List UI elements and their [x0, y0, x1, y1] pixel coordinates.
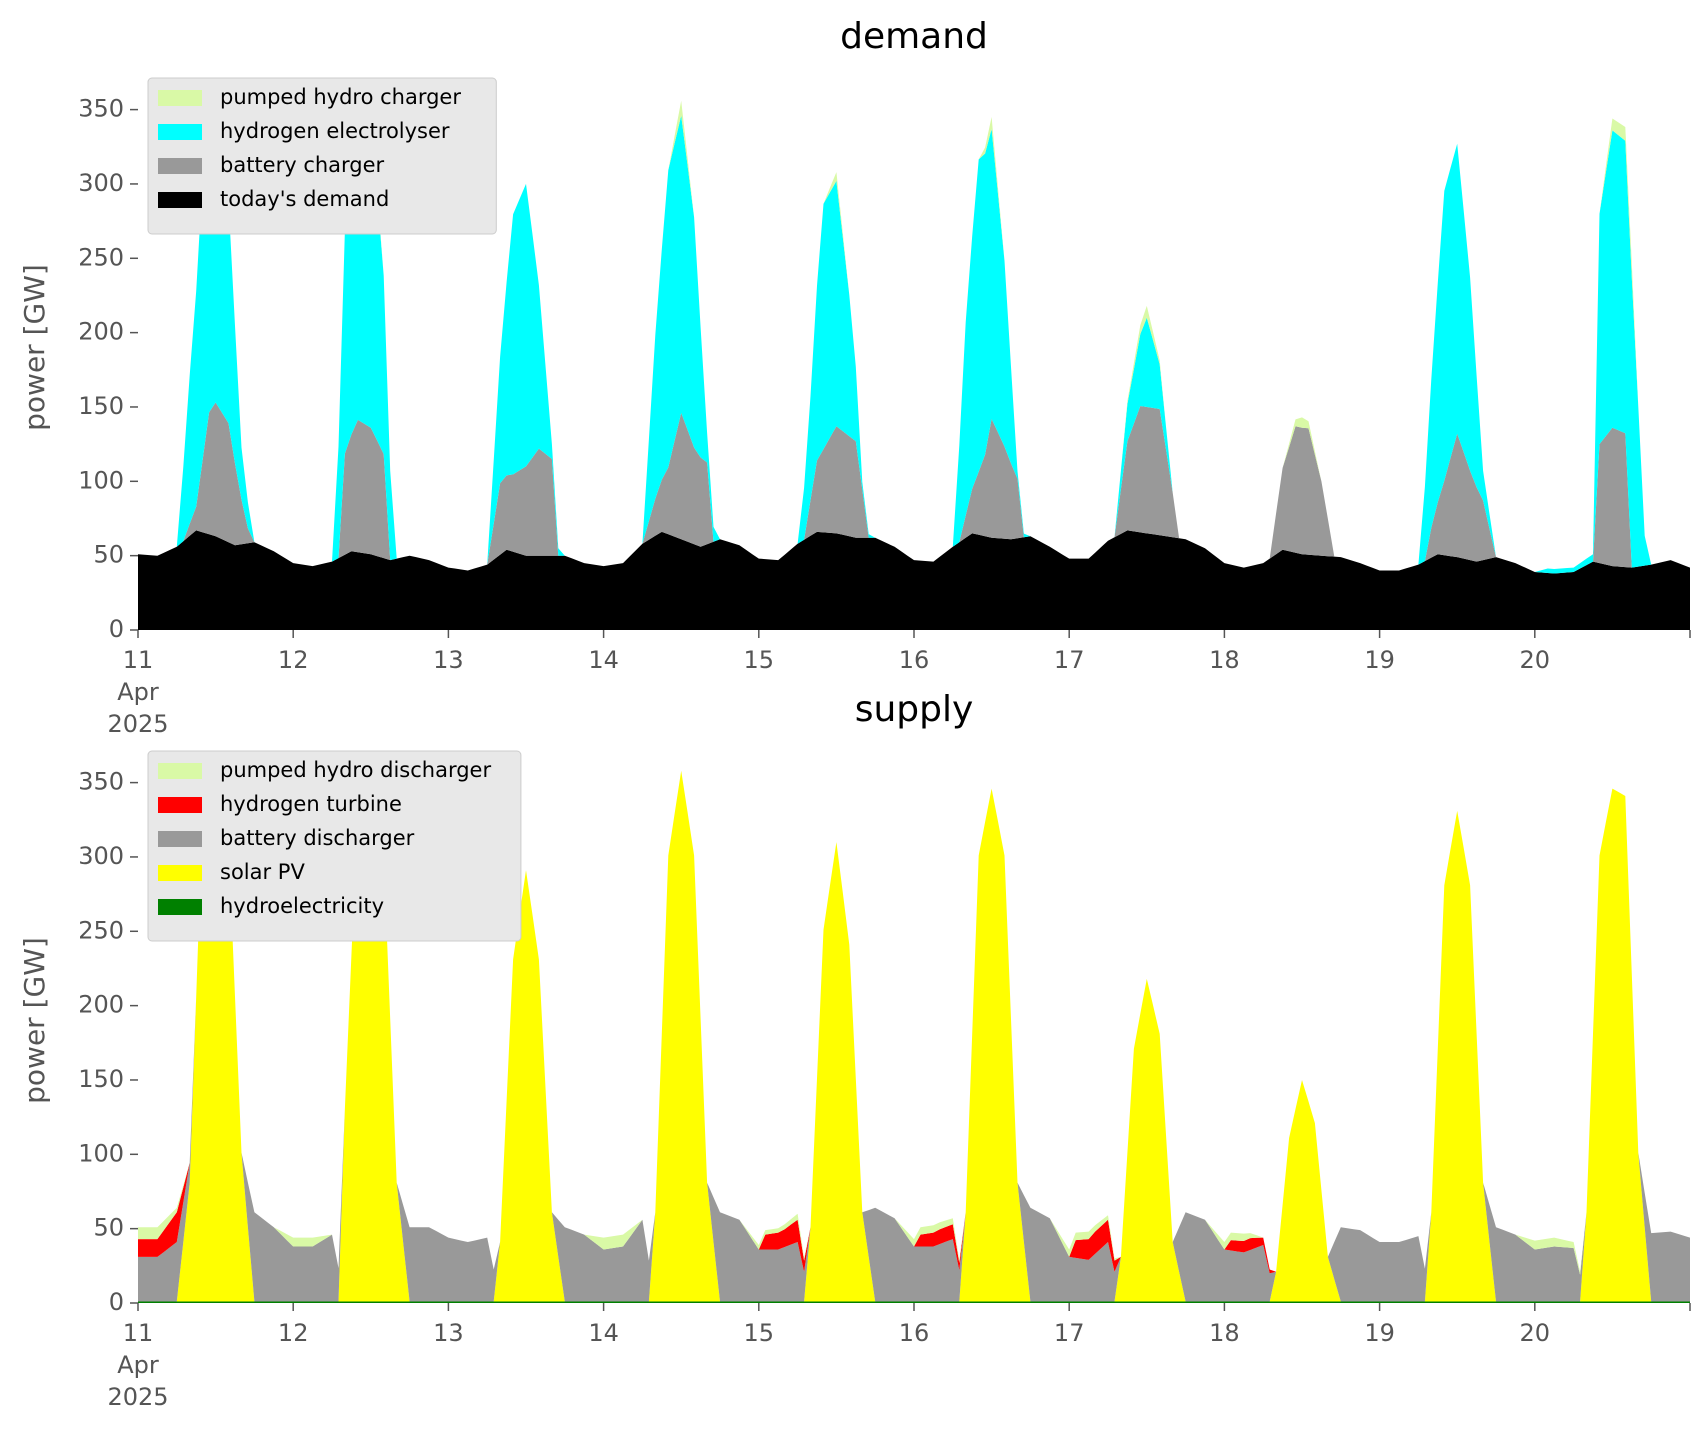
- x-tick-label: 17: [1054, 646, 1085, 674]
- y-tick-label: 150: [78, 1065, 124, 1093]
- legend-swatch-battery-charger: [158, 158, 202, 174]
- y-tick-label: 0: [109, 1288, 124, 1316]
- legend-label-today-s-demand: today's demand: [220, 187, 389, 211]
- x-tick-sublabel: Apr: [117, 678, 159, 706]
- x-axis: 11 12 13 14 15 16 17 18 19 20 Apr 2025: [107, 630, 1691, 738]
- y-tick-label: 350: [78, 95, 124, 123]
- y-tick-label: 300: [78, 842, 124, 870]
- y-tick-label: 200: [78, 318, 124, 346]
- legend-swatch-pumped-hydro-discharger: [158, 763, 202, 779]
- legend-swatch-today-s-demand: [158, 192, 202, 208]
- x-tick-label: 14: [588, 1319, 619, 1347]
- y-axis-label: power [GW]: [18, 264, 51, 431]
- x-tick-sublabel: 2025: [107, 1383, 168, 1411]
- x-tick-label: 19: [1364, 646, 1395, 674]
- x-tick-label: 20: [1520, 1319, 1551, 1347]
- y-axis: 0 50 100 150 200 250 300 350: [78, 95, 138, 643]
- legend-swatch-battery-discharger: [158, 831, 202, 847]
- legend-label-battery-charger: battery charger: [220, 153, 385, 177]
- x-tick-label: 12: [278, 1319, 309, 1347]
- legend-label-hydroelectricity: hydroelectricity: [220, 894, 384, 918]
- y-tick-label: 350: [78, 768, 124, 796]
- x-tick-label: 19: [1364, 1319, 1395, 1347]
- x-tick-label: 16: [899, 1319, 930, 1347]
- y-axis-label: power [GW]: [18, 937, 51, 1104]
- x-tick-label: 16: [899, 646, 930, 674]
- y-tick-label: 250: [78, 916, 124, 944]
- chart-title: demand: [840, 16, 988, 57]
- y-tick-label: 150: [78, 392, 124, 420]
- series-hydroelectricity-area: [138, 1301, 1690, 1303]
- x-tick-label: 12: [278, 646, 309, 674]
- legend-frame: [147, 750, 522, 942]
- y-tick-label: 200: [78, 991, 124, 1019]
- x-tick-label: 18: [1209, 646, 1240, 674]
- legend-label-battery-discharger: battery discharger: [220, 826, 415, 850]
- x-axis: 11 12 13 14 15 16 17 18 19 20 Apr 2025: [107, 1303, 1691, 1411]
- x-tick-label: 17: [1054, 1319, 1085, 1347]
- legend-swatch-hydroelectricity: [158, 899, 202, 915]
- y-tick-label: 50: [93, 1214, 124, 1242]
- series-battery-charger-area: [138, 402, 1690, 574]
- x-tick-label: 13: [433, 1319, 464, 1347]
- legend-label-hydrogen-electrolyser: hydrogen electrolyser: [220, 119, 450, 143]
- legend-swatch-solar-pv: [158, 865, 202, 881]
- legend-swatch-hydrogen-turbine: [158, 797, 202, 813]
- legend-label-pumped-hydro-charger: pumped hydro charger: [220, 85, 461, 109]
- y-tick-label: 300: [78, 169, 124, 197]
- legend-swatch-hydrogen-electrolyser: [158, 124, 202, 140]
- x-tick-label: 18: [1209, 1319, 1240, 1347]
- legend: pumped hydro discharger hydrogen turbine b…: [147, 750, 522, 942]
- legend-label-solar-pv: solar PV: [220, 860, 305, 884]
- x-tick-label: 15: [744, 1319, 775, 1347]
- legend-label-pumped-hydro-discharger: pumped hydro discharger: [220, 758, 491, 782]
- x-tick-sublabel: Apr: [117, 1351, 159, 1379]
- y-axis: 0 50 100 150 200 250 300 350: [78, 768, 138, 1316]
- x-tick-label: 11: [123, 1319, 154, 1347]
- legend-frame: [147, 77, 497, 235]
- chart-title: supply: [855, 689, 974, 730]
- y-tick-label: 0: [109, 615, 124, 643]
- legend-label-hydrogen-turbine: hydrogen turbine: [220, 792, 402, 816]
- y-tick-label: 50: [93, 541, 124, 569]
- x-tick-label: 15: [744, 646, 775, 674]
- series-today-s-demand-area: [138, 530, 1690, 630]
- y-tick-label: 100: [78, 1139, 124, 1167]
- x-tick-label: 14: [588, 646, 619, 674]
- x-tick-sublabel: 2025: [107, 710, 168, 738]
- x-tick-label: 20: [1520, 646, 1551, 674]
- y-tick-label: 250: [78, 243, 124, 271]
- legend-swatch-pumped-hydro-charger: [158, 90, 202, 106]
- series-battery-discharger-area: [138, 766, 1690, 1302]
- x-tick-label: 13: [433, 646, 464, 674]
- x-tick-label: 11: [123, 646, 154, 674]
- legend: pumped hydro charger hydrogen electrolyse…: [147, 77, 497, 235]
- series-hydrogen-electrolyser-area: [138, 107, 1690, 574]
- series-solar-pv-area: [138, 766, 1690, 1302]
- y-tick-label: 100: [78, 466, 124, 494]
